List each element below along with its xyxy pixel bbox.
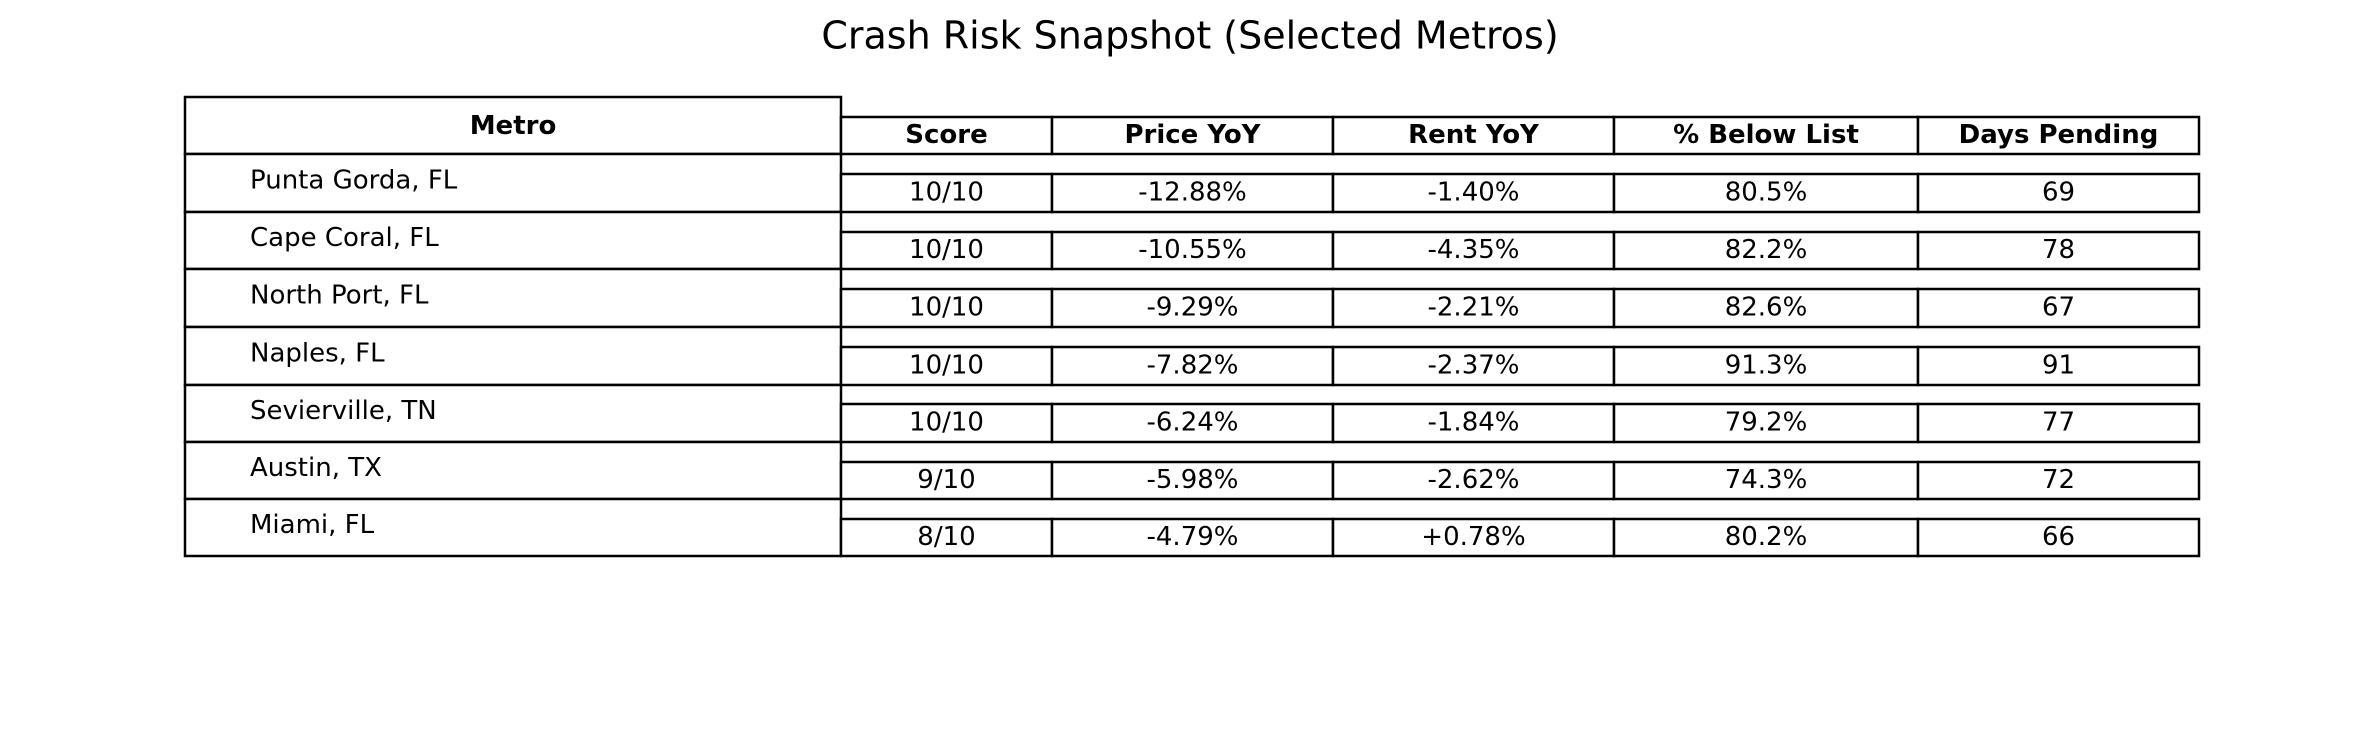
column-header-below-list: % Below List (1673, 120, 1859, 150)
cell-below-list: 82.2% (1725, 235, 1808, 265)
cell-box-below-list (1612, 402, 1920, 444)
column-header-rent-yoy: Rent YoY (1408, 120, 1540, 150)
metro-cell (183, 267, 843, 329)
cell-score: 10/10 (909, 408, 984, 438)
cell-box-days-pending (1916, 230, 2201, 271)
cell-days-pending: 69 (2042, 178, 2075, 208)
cell-score: 8/10 (917, 522, 975, 552)
cell-box-days-pending (1916, 517, 2201, 558)
cell-box-rent-yoy (1331, 287, 1616, 329)
cell-days-pending: 78 (2042, 235, 2075, 265)
cell-score: 10/10 (909, 235, 984, 265)
metro-label: Punta Gorda, FL (250, 166, 458, 196)
cell-below-list: 80.2% (1725, 522, 1808, 552)
cell-box-days-pending (1916, 287, 2201, 329)
cell-box-rent-yoy (1331, 402, 1616, 444)
cell-days-pending: 77 (2042, 408, 2075, 438)
cell-box-below-list (1612, 230, 1920, 271)
cell-score: 10/10 (909, 178, 984, 208)
cell-days-pending: 72 (2042, 465, 2075, 495)
cell-box-rent-yoy (1331, 172, 1616, 214)
cell-box-days-pending (1916, 402, 2201, 444)
column-header-cell-below-list (1612, 115, 1920, 156)
metro-label: Sevierville, TN (250, 396, 437, 426)
cell-price-yoy: -4.79% (1147, 522, 1239, 552)
cell-rent-yoy: -1.84% (1428, 408, 1520, 438)
cell-box-days-pending (1916, 460, 2201, 501)
cell-box-rent-yoy (1331, 230, 1616, 271)
cell-box-rent-yoy (1331, 517, 1616, 558)
column-header-days-pending: Days Pending (1959, 120, 2159, 150)
metro-cell (183, 440, 843, 501)
cell-box-below-list (1612, 345, 1920, 387)
cell-rent-yoy: -4.35% (1428, 235, 1520, 265)
column-header-cell-price-yoy (1050, 115, 1335, 156)
cell-box-days-pending (1916, 172, 2201, 214)
cell-price-yoy: -9.29% (1147, 293, 1239, 323)
cell-score: 9/10 (917, 465, 975, 495)
metro-label: Austin, TX (250, 453, 382, 483)
column-header-score: Score (905, 120, 987, 150)
cell-price-yoy: -6.24% (1147, 408, 1239, 438)
cell-below-list: 82.6% (1725, 293, 1808, 323)
cell-score: 10/10 (909, 351, 984, 381)
cell-below-list: 80.5% (1725, 178, 1808, 208)
metro-label: Naples, FL (250, 339, 385, 369)
column-header-metro: Metro (470, 111, 557, 141)
cell-box-price-yoy (1050, 517, 1335, 558)
cell-price-yoy: -5.98% (1147, 465, 1239, 495)
cell-rent-yoy: -2.37% (1428, 351, 1520, 381)
cell-box-price-yoy (1050, 287, 1335, 329)
metro-label: Miami, FL (250, 510, 375, 540)
cell-box-price-yoy (1050, 172, 1335, 214)
cell-below-list: 79.2% (1725, 408, 1808, 438)
cell-below-list: 91.3% (1725, 351, 1808, 381)
cell-score: 10/10 (909, 293, 984, 323)
cell-price-yoy: -12.88% (1138, 178, 1247, 208)
cell-box-price-yoy (1050, 345, 1335, 387)
cell-box-score (839, 287, 1054, 329)
cell-box-rent-yoy (1331, 345, 1616, 387)
cell-box-days-pending (1916, 345, 2201, 387)
cell-price-yoy: -7.82% (1147, 351, 1239, 381)
cell-box-below-list (1612, 287, 1920, 329)
cell-box-rent-yoy (1331, 460, 1616, 501)
metro-label: North Port, FL (250, 281, 429, 311)
column-header-cell-days-pending (1916, 115, 2201, 156)
cell-rent-yoy: -1.40% (1428, 178, 1520, 208)
cell-rent-yoy: -2.21% (1428, 293, 1520, 323)
cell-box-below-list (1612, 460, 1920, 501)
chart-title: Crash Risk Snapshot (Selected Metros) (821, 14, 1558, 58)
column-header-price-yoy: Price YoY (1124, 120, 1261, 150)
cell-rent-yoy: -2.62% (1428, 465, 1520, 495)
column-header-cell-score (839, 115, 1054, 156)
cell-below-list: 74.3% (1725, 465, 1808, 495)
cell-days-pending: 66 (2042, 522, 2075, 552)
metro-cell (183, 497, 843, 558)
cell-box-score (839, 460, 1054, 501)
metro-header-cell (183, 95, 843, 156)
cell-rent-yoy: +0.78% (1421, 522, 1525, 552)
metro-cell (183, 383, 843, 444)
cell-days-pending: 91 (2042, 351, 2075, 381)
cell-price-yoy: -10.55% (1138, 235, 1247, 265)
cell-days-pending: 67 (2042, 293, 2075, 323)
cell-box-score (839, 172, 1054, 214)
cell-box-below-list (1612, 517, 1920, 558)
table-layer: Metro Score Price YoY Rent YoY % Below List D… (183, 95, 2201, 558)
cell-box-score (839, 230, 1054, 271)
metro-label: Cape Coral, FL (250, 223, 439, 253)
